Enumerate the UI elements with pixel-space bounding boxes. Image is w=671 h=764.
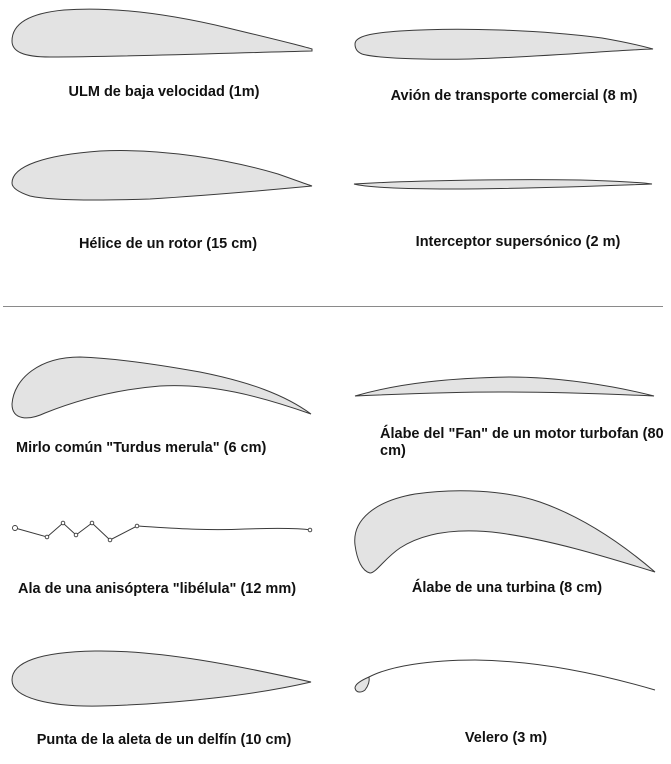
vein-node xyxy=(89,520,95,526)
vein-node xyxy=(73,532,79,538)
label-interceptor: Interceptor supersónico (2 m) xyxy=(415,234,621,250)
airfoil-mirlo xyxy=(11,356,312,419)
airfoil-avion xyxy=(354,28,654,60)
airfoil-helice xyxy=(11,150,313,201)
label-ulm: ULM de baja velocidad (1m) xyxy=(68,84,260,100)
airfoil-ulm xyxy=(11,8,313,58)
vein-node xyxy=(44,534,50,540)
vein-node xyxy=(307,527,313,533)
label-avion: Avión de transporte comercial (8 m) xyxy=(390,88,638,104)
vein-node xyxy=(134,523,140,529)
wing-libelula xyxy=(14,522,312,541)
sail-velero xyxy=(368,659,656,691)
label-fan: Álabe del "Fan" de un motor turbofan (80… xyxy=(380,426,664,459)
label-delfin: Punta de la aleta de un delfín (10 cm) xyxy=(36,732,292,748)
sail-velero-mast xyxy=(354,676,370,693)
airfoil-turbina xyxy=(354,490,656,574)
vein-node xyxy=(60,520,66,526)
section-divider xyxy=(3,306,663,307)
label-libelula: Ala de una anisóptera "libélula" (12 mm) xyxy=(18,581,297,597)
label-turbina: Álabe de una turbina (8 cm) xyxy=(411,580,603,596)
label-helice: Hélice de un rotor (15 cm) xyxy=(78,236,258,252)
vein-node xyxy=(107,537,113,543)
airfoil-delfin xyxy=(11,650,312,707)
vein-node xyxy=(12,525,18,531)
airfoil-interceptor xyxy=(353,179,653,190)
label-mirlo: Mirlo común "Turdus merula" (6 cm) xyxy=(16,440,267,456)
label-velero: Velero (3 m) xyxy=(464,730,548,746)
airfoil-fan xyxy=(354,376,655,397)
